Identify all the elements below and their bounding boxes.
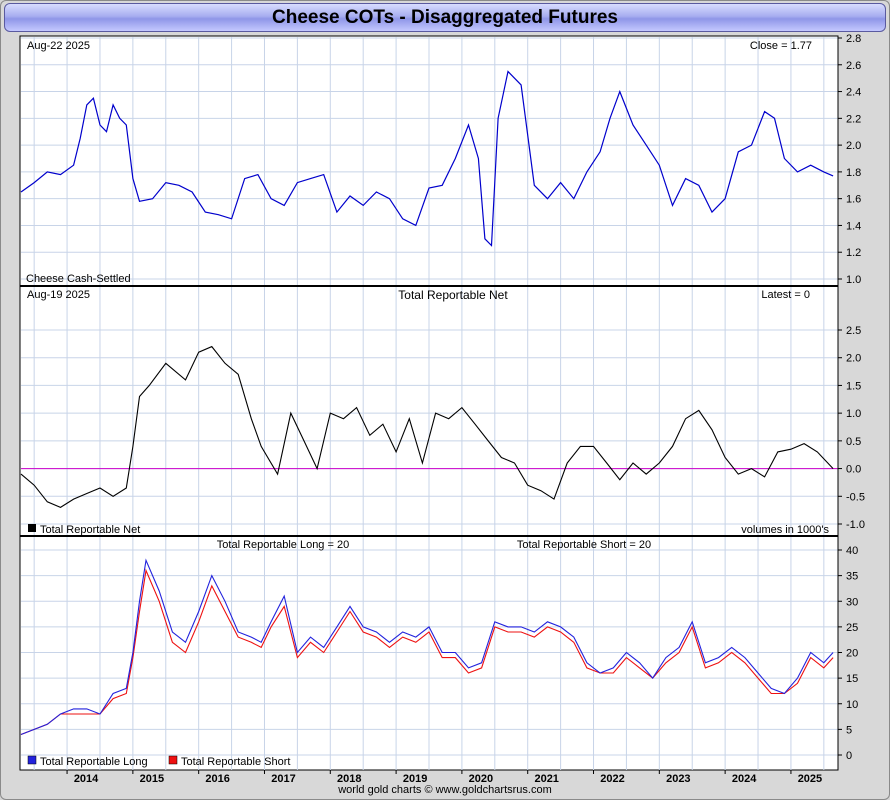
- y-tick-label: 0: [846, 750, 852, 762]
- y-tick-label: 2.8: [846, 33, 861, 45]
- y-tick-label: 5: [846, 724, 852, 736]
- short-legend-label: Total Reportable Short: [181, 756, 290, 768]
- net-panel-title: Total Reportable Net: [398, 288, 508, 302]
- long-legend-label: Total Reportable Long: [40, 756, 148, 768]
- y-tick-label: 1.6: [846, 194, 861, 206]
- y-tick-label: -0.5: [846, 491, 865, 503]
- title-bar: Cheese COTs - Disaggregated Futures: [4, 3, 886, 32]
- x-tick-label: 2016: [205, 773, 229, 785]
- x-tick-label: 2023: [666, 773, 690, 785]
- x-tick-label: 2022: [600, 773, 624, 785]
- price-close-label: Close = 1.77: [750, 40, 812, 52]
- y-tick-label: 0.5: [846, 436, 861, 448]
- footer-credit: world gold charts © www.goldchartsrus.co…: [338, 784, 552, 796]
- y-tick-label: -1.0: [846, 519, 865, 531]
- x-tick-label: 2017: [271, 773, 295, 785]
- net-latest-label: Latest = 0: [761, 289, 810, 301]
- net-date-label: Aug-19 2025: [27, 289, 90, 301]
- long-legend-swatch: [27, 755, 37, 765]
- x-tick-label: 2021: [534, 773, 558, 785]
- x-tick-label: 2019: [403, 773, 427, 785]
- y-tick-label: 40: [846, 545, 858, 557]
- y-tick-label: 2.5: [846, 325, 861, 337]
- short-line: [20, 568, 834, 736]
- y-tick-label: 2.6: [846, 60, 861, 72]
- y-tick-label: 15: [846, 673, 858, 685]
- y-tick-label: 1.4: [846, 220, 861, 232]
- long-latest-label: Total Reportable Long = 20: [217, 539, 349, 551]
- price-line: [20, 70, 834, 247]
- y-tick-label: 1.8: [846, 167, 861, 179]
- x-tick-label: 2020: [469, 773, 493, 785]
- y-tick-label: 30: [846, 596, 858, 608]
- x-tick-label: 2018: [337, 773, 361, 785]
- chart-title: Cheese COTs - Disaggregated Futures: [272, 6, 618, 28]
- y-tick-label: 25: [846, 622, 858, 634]
- y-tick-label: 2.0: [846, 140, 861, 152]
- y-tick-label: 1.5: [846, 380, 861, 392]
- y-tick-label: 2.2: [846, 113, 861, 125]
- long-line: [20, 558, 834, 736]
- y-tick-label: 2.4: [846, 87, 861, 99]
- volume-units-label: volumes in 1000's: [741, 524, 829, 536]
- y-tick-label: 1.2: [846, 247, 861, 259]
- y-tick-label: 1.0: [846, 408, 861, 420]
- short-latest-label: Total Reportable Short = 20: [517, 539, 651, 551]
- price-series-label: Cheese Cash-Settled: [26, 273, 131, 285]
- x-tick-label: 2015: [140, 773, 164, 785]
- net-legend-swatch: [28, 524, 36, 532]
- y-tick-label: 20: [846, 648, 858, 660]
- short-legend-swatch: [168, 755, 178, 765]
- x-tick-label: 2025: [798, 773, 822, 785]
- y-tick-label: 0.0: [846, 464, 861, 476]
- x-tick-label: 2014: [74, 773, 99, 785]
- y-tick-label: 1.0: [846, 274, 861, 286]
- y-tick-label: 10: [846, 699, 858, 711]
- net-legend-label: Total Reportable Net: [40, 524, 140, 536]
- x-tick-label: 2024: [732, 773, 757, 785]
- y-tick-label: 35: [846, 571, 858, 583]
- price-date-label: Aug-22 2025: [27, 40, 90, 52]
- net-line: [20, 345, 834, 509]
- y-tick-label: 2.0: [846, 353, 861, 365]
